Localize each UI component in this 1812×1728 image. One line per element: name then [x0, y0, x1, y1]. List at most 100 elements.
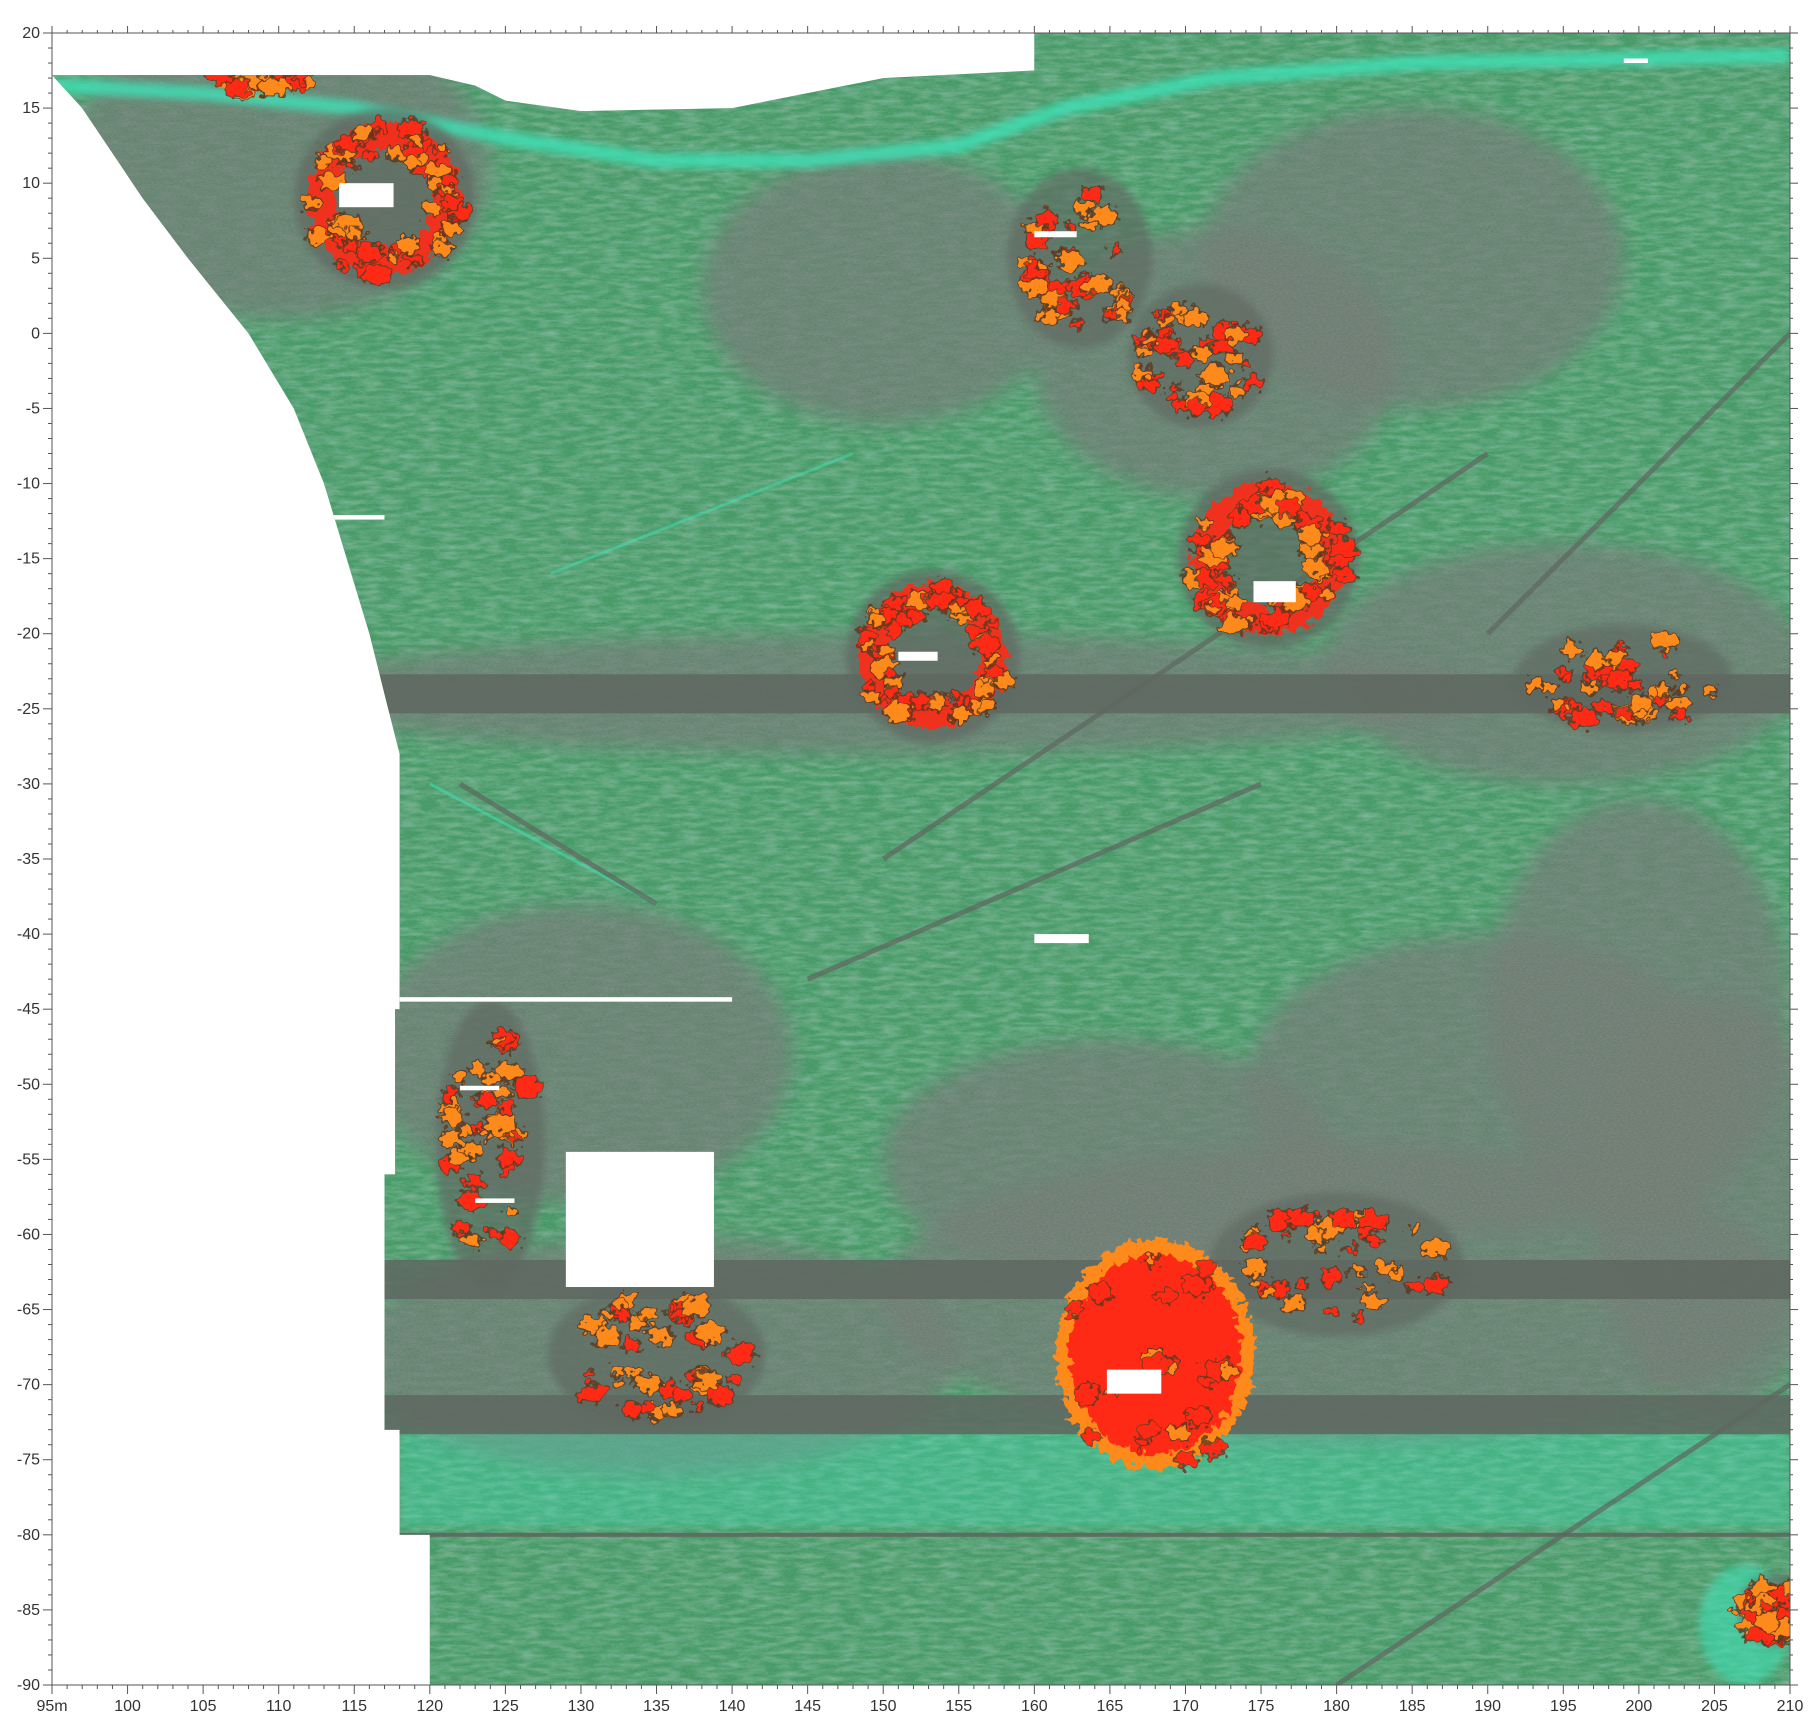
- anomaly-blob: [1298, 526, 1325, 545]
- anomaly-blob: [1028, 255, 1037, 262]
- anomaly-blob: [1630, 695, 1653, 712]
- anomaly-blob: [1081, 220, 1095, 230]
- anomaly-blob: [1065, 222, 1074, 229]
- anomaly-blob: [1541, 683, 1554, 692]
- x-tick-label: 125: [492, 1698, 519, 1715]
- y-tick-label: -5: [26, 400, 40, 417]
- x-tick-label: 145: [794, 1698, 821, 1715]
- anomaly-blob: [1083, 1431, 1100, 1443]
- y-tick-label: -35: [17, 851, 40, 868]
- anomaly-blob: [503, 1206, 515, 1215]
- anomaly-blob: [451, 207, 470, 220]
- anomaly-blob: [1672, 708, 1688, 720]
- anomaly-blob: [497, 1149, 521, 1166]
- anomaly-blob: [671, 1387, 691, 1401]
- anomaly-blob: [693, 1403, 703, 1409]
- anomaly-blob: [1405, 1280, 1421, 1292]
- x-tick-label: 95m: [36, 1698, 67, 1715]
- anomaly-blob: [332, 226, 345, 236]
- anomaly-blob: [478, 1093, 496, 1106]
- anomaly-blob: [405, 254, 419, 265]
- anomaly-blob: [986, 622, 997, 630]
- anomaly-blob: [1197, 1261, 1217, 1275]
- anomaly-blob: [319, 173, 344, 190]
- x-tick-label: 180: [1323, 1698, 1350, 1715]
- data-gap: [1034, 231, 1077, 238]
- y-tick-label: -65: [17, 1302, 40, 1319]
- anomaly-blob: [362, 150, 375, 160]
- anomaly-blob: [1263, 1287, 1276, 1297]
- anomaly-blob: [1224, 326, 1246, 342]
- x-tick-label: 190: [1474, 1698, 1501, 1715]
- anomaly-blob: [451, 1220, 472, 1234]
- anomaly-blob: [727, 1343, 755, 1363]
- y-tick-label: -90: [17, 1677, 40, 1694]
- anomaly-blob: [1750, 1580, 1772, 1595]
- anomaly-blob: [356, 243, 382, 261]
- anomaly-blob: [1200, 1377, 1213, 1386]
- anomaly-halo: [1795, 1599, 1810, 1610]
- anomaly-blob: [973, 636, 999, 654]
- anomaly-blob: [1038, 263, 1049, 271]
- anomaly-blob: [441, 1107, 464, 1124]
- anomaly-halo: [291, 59, 317, 78]
- anomaly-blob: [1170, 1425, 1192, 1441]
- y-tick-label: -80: [17, 1527, 40, 1544]
- anomaly-blob: [1353, 1313, 1363, 1321]
- anomaly-blob: [1300, 542, 1324, 560]
- y-tick-label: -70: [17, 1377, 40, 1394]
- anomaly-blob: [1105, 311, 1116, 319]
- survey-area: [52, 33, 1810, 1685]
- y-tick-label: 10: [22, 175, 40, 192]
- anomaly-blob: [337, 260, 348, 267]
- anomaly-blob: [696, 1323, 723, 1342]
- y-tick-label: -45: [17, 1001, 40, 1018]
- anomaly-blob: [364, 265, 391, 285]
- anomaly-blob: [1039, 309, 1060, 323]
- anomaly-blob: [1158, 1289, 1176, 1302]
- anomaly-speckles: [437, 1028, 544, 1250]
- anomaly-blob: [1553, 700, 1568, 711]
- anomaly-blob: [978, 701, 995, 713]
- anomaly-blob: [337, 136, 359, 151]
- anomaly-blob: [1351, 1266, 1365, 1276]
- anomaly-blob: [1021, 278, 1046, 295]
- x-tick-label: 175: [1248, 1698, 1275, 1715]
- y-tick-label: -15: [17, 551, 40, 568]
- anomaly-blob: [1139, 1424, 1159, 1438]
- anomaly-blob: [614, 1299, 628, 1309]
- anomaly-blob: [885, 687, 897, 696]
- anomaly-blob: [1200, 520, 1211, 528]
- anomaly-blob: [612, 1367, 624, 1375]
- data-gap: [1034, 934, 1089, 944]
- x-tick-label: 105: [190, 1698, 217, 1715]
- y-tick-label: 15: [22, 100, 40, 117]
- anomaly-blob: [1777, 1605, 1790, 1619]
- anomaly-blob: [1321, 1269, 1342, 1284]
- anomaly-blob: [910, 694, 932, 710]
- anomaly-blob: [1797, 1601, 1808, 1608]
- y-axis: 20 15 10 5 0 -5 -10 -15 -20 -25 -30 -35 -40 -45 -50 -55…: [17, 25, 1798, 1694]
- anomaly-blob: [1175, 1452, 1195, 1467]
- anomaly-blob: [1186, 1406, 1213, 1425]
- anomaly-blob: [514, 1077, 542, 1097]
- anomaly-blob: [1262, 609, 1288, 628]
- anomaly-blob: [1585, 652, 1610, 670]
- data-gap: [460, 1085, 500, 1091]
- x-tick-label: 140: [719, 1698, 746, 1715]
- anomaly-blob: [1201, 1440, 1225, 1457]
- anomaly-blob: [1569, 708, 1598, 729]
- anomaly-blob: [1242, 361, 1252, 368]
- anomaly-blob: [498, 1165, 514, 1176]
- anomaly-blob: [647, 1326, 672, 1344]
- y-tick-label: -10: [17, 476, 40, 493]
- anomaly-blob: [1073, 320, 1083, 327]
- dark-band: [52, 1259, 1790, 1300]
- data-gap: [1253, 581, 1296, 603]
- anomaly-blob: [1633, 710, 1648, 720]
- anomaly-blob: [1791, 1613, 1801, 1620]
- anomaly-blob: [437, 146, 448, 154]
- anomaly-blob: [1184, 309, 1208, 326]
- anomaly-blob: [1241, 498, 1262, 513]
